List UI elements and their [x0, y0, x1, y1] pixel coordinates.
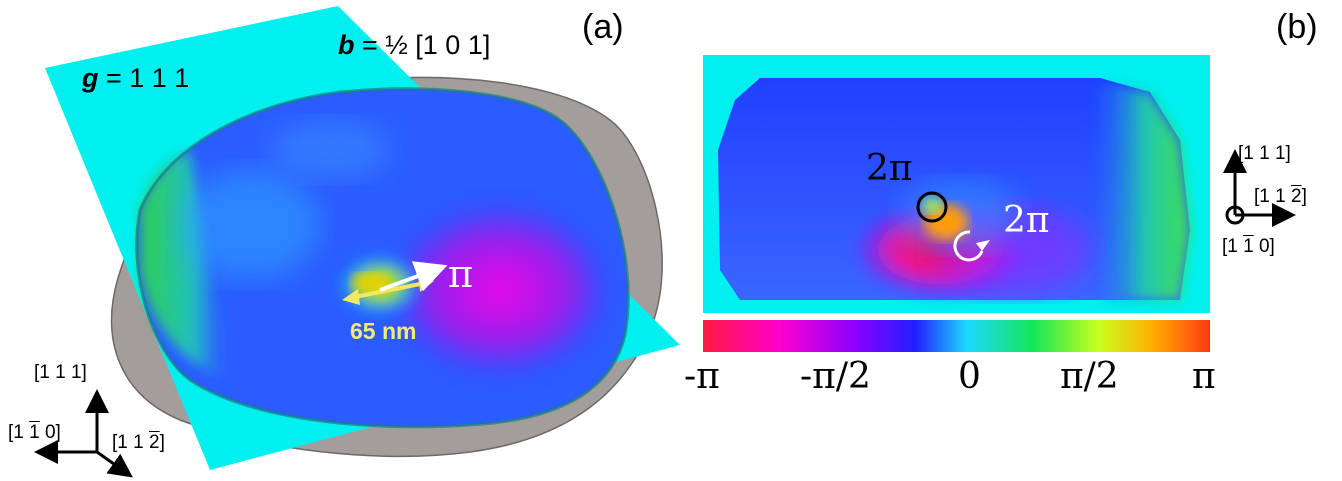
size-label: 65 nm [350, 318, 417, 344]
b-symbol: b [338, 30, 355, 60]
panel-label-a: (a) [582, 8, 624, 46]
burgers-arrow-a [379, 261, 448, 292]
pi-label-a: π [448, 252, 473, 296]
winding-circle-black [916, 191, 948, 223]
winding-label-black: 2π [866, 148, 913, 189]
colorbar-tick-neg-pi: -π [684, 356, 720, 397]
size-arrowhead-left [342, 289, 360, 305]
phase-slice-b [718, 78, 1190, 300]
panel-label-b: (b) [1276, 8, 1318, 46]
colorbar-tick-half-pi: π/2 [1060, 356, 1119, 397]
winding-label-white: 2π [1003, 200, 1050, 241]
axis-label-b-bottom: [1 1 0] [1222, 236, 1275, 257]
winding-circle-white [953, 230, 984, 262]
colorbar-tick-neg-half-pi: -π/2 [800, 356, 871, 397]
colorbar [703, 320, 1210, 352]
axis-label-a-right: [1 1 2] [112, 432, 165, 453]
axes-triad-b [1223, 149, 1296, 227]
g-symbol: g [82, 63, 99, 93]
axis-label-b-up: [1 1 1] [1238, 143, 1291, 164]
colorbar-tick-zero: 0 [958, 356, 981, 397]
axes-triad-a [34, 389, 133, 478]
axis-label-b-right: [1 1 2] [1254, 186, 1307, 207]
winding-arrowhead [976, 240, 990, 251]
axis-label-a-left: [1 1 0] [8, 422, 61, 443]
phase-slice-a [136, 88, 629, 427]
b-value: = ½ [1 0 1] [354, 30, 491, 60]
axis-label-a-up: [1 1 1] [34, 362, 87, 383]
particle-outline-a [135, 87, 630, 429]
b-vector-label: b = ½ [1 0 1] [338, 30, 490, 61]
g-vector-label: g = 1 1 1 [82, 63, 189, 94]
colorbar-tick-pi: π [1192, 356, 1216, 397]
g-value: = 1 1 1 [98, 63, 190, 93]
